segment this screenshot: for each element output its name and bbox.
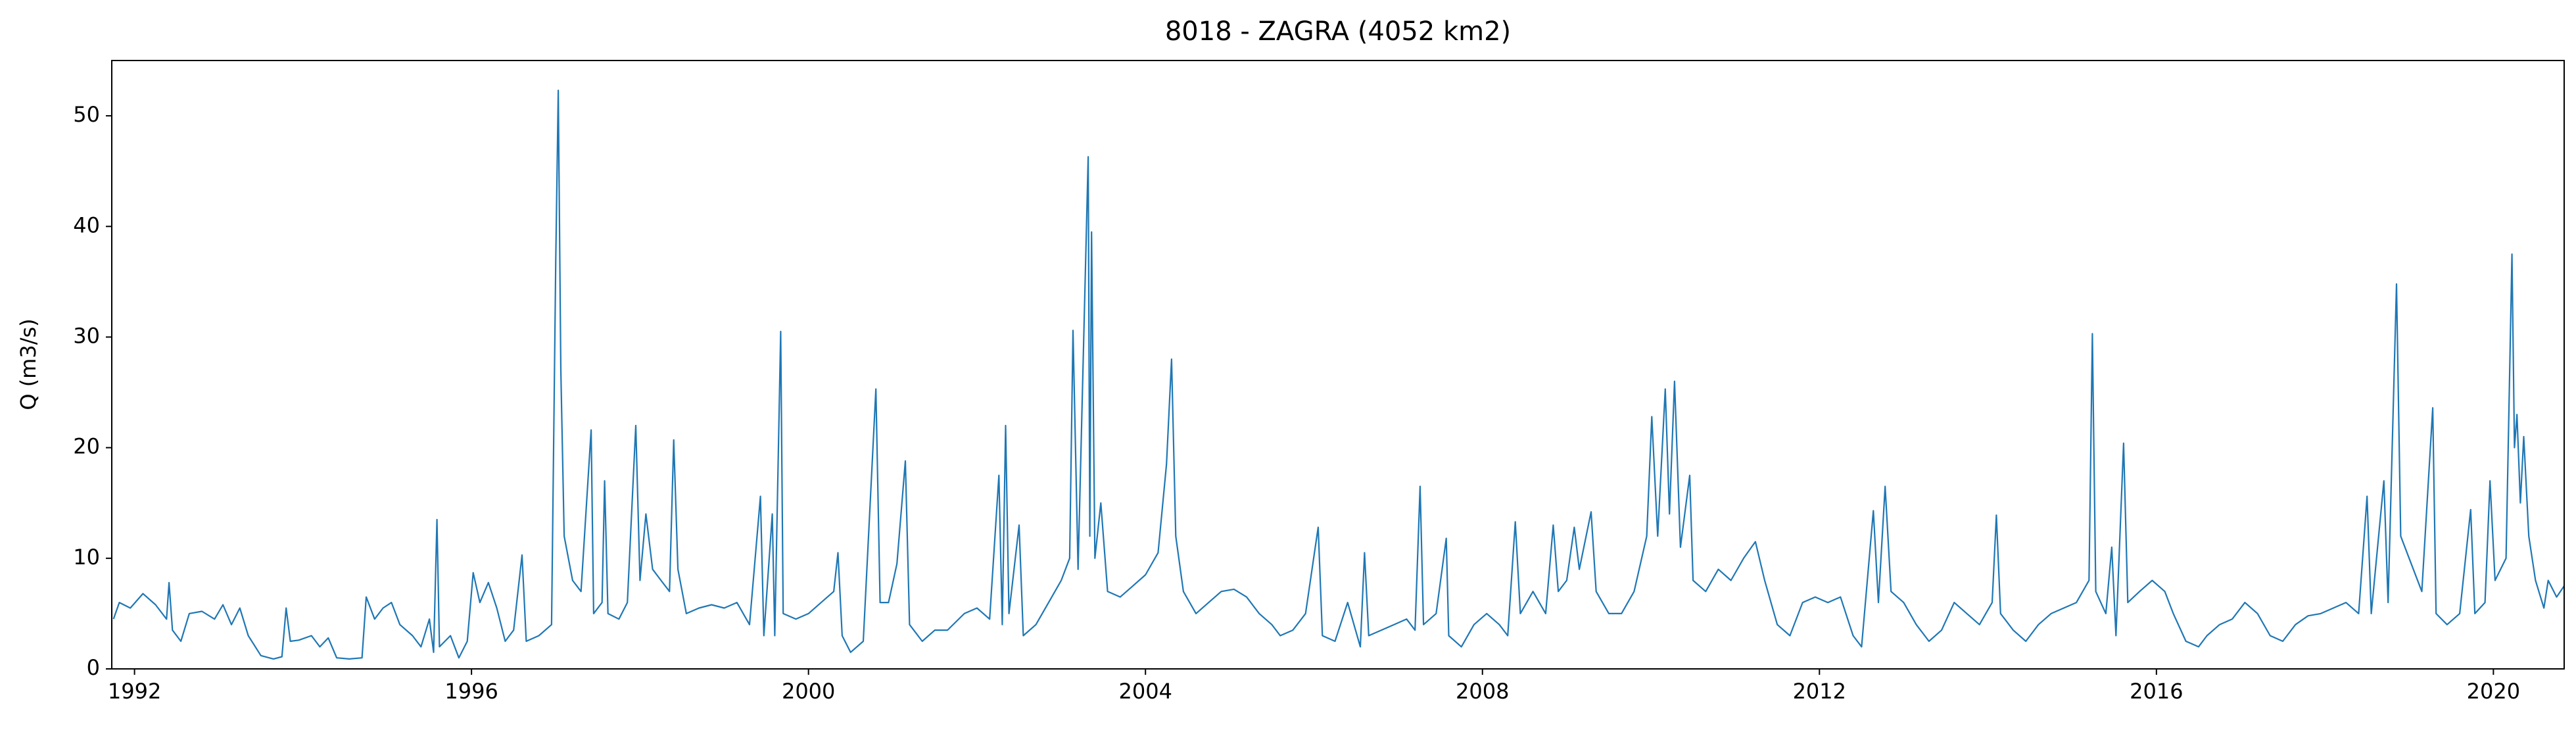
x-tick-label: 2004 <box>1118 679 1172 704</box>
y-tick-label: 30 <box>73 323 100 348</box>
x-tick-label: 2008 <box>1456 679 1509 704</box>
y-tick-label: 10 <box>73 545 100 570</box>
data-line <box>112 89 2565 660</box>
x-tick-label: 2000 <box>782 679 835 704</box>
y-tick-label: 50 <box>73 102 100 127</box>
y-tick-label: 0 <box>87 655 100 680</box>
y-tick-label: 20 <box>73 434 100 459</box>
y-tick-label: 40 <box>73 212 100 237</box>
x-tick-label: 1996 <box>444 679 498 704</box>
y-axis-label: Q (m3/s) <box>16 318 41 410</box>
x-tick-label: 2016 <box>2130 679 2183 704</box>
plot-frame <box>111 60 2565 670</box>
chart-title: 8018 - ZAGRA (4052 km2) <box>1165 16 1511 47</box>
x-tick-label: 2020 <box>2467 679 2520 704</box>
x-tick-label: 2012 <box>1793 679 1846 704</box>
x-tick-label: 1992 <box>108 679 161 704</box>
